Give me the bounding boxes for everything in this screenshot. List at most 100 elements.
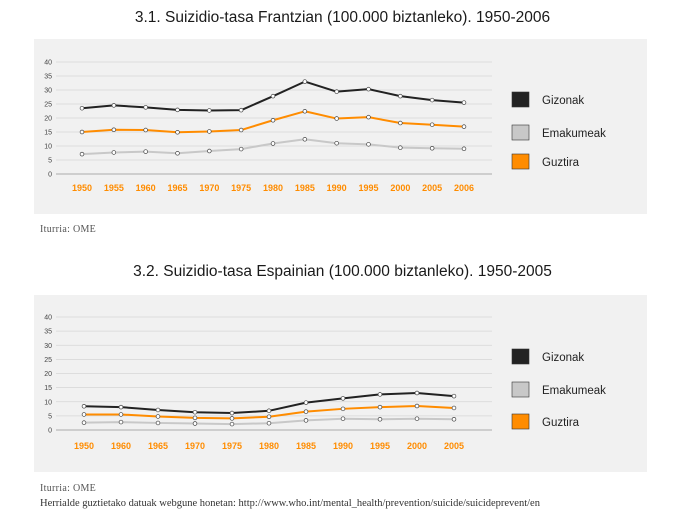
footer-note: Herrialde guztietako datuak webgune hone…: [40, 498, 540, 509]
chart-1-x-tick-label: 1980: [263, 183, 283, 193]
chart-1-series-emakumeak-point: [461, 146, 467, 152]
chart-1-series-guztira-point: [143, 127, 148, 133]
chart-2-x-tick-label: 1980: [259, 441, 279, 451]
chart-2-series-emakumeak-point: [155, 420, 161, 426]
chart-1-x-tick-label: 1965: [167, 183, 187, 193]
chart-1-series-guztira-point: [111, 127, 117, 133]
chart-1-x-tick-label: 1985: [295, 183, 315, 193]
chart-1-y-tick-label: 30: [44, 88, 52, 95]
chart-1-series-emakumeak-point: [111, 150, 117, 155]
chart-1-x-tick-label: 1970: [199, 183, 219, 193]
chart-1-source: Iturria: OME: [40, 224, 97, 235]
chart-1-series-guztira-point: [366, 114, 371, 120]
chart-2-series-guztira-point: [340, 406, 346, 412]
chart-2-series-guztira-point: [414, 403, 420, 409]
chart-2-x-tick-label: 1950: [74, 441, 94, 451]
chart-2-legend-swatch-emakumeak: [511, 381, 530, 398]
chart-1-series-gizonak-point: [238, 107, 244, 113]
chart-1-legend-label-guztira: Guztira: [542, 157, 580, 169]
chart-1-legend-label-emakumeak: Emakumeak: [542, 128, 606, 140]
chart-1-series-emakumeak-point: [79, 151, 85, 157]
chart-2-series-guztira-point: [229, 416, 235, 421]
chart-2-panel: 0 5 10 15 20 25 30 35 40 1950 1960 1965 1970 1975 1980…: [34, 295, 647, 472]
chart-1-series-emakumeak-point: [175, 151, 180, 156]
chart-1-series-emakumeak-point: [143, 149, 148, 154]
chart-1-x-tick-label: 1990: [327, 183, 347, 193]
chart-1-series-gizonak-point: [175, 107, 180, 113]
chart-2-x-tick-label: 1970: [185, 441, 205, 451]
chart-1-y-tick-label: 35: [44, 74, 52, 81]
chart-1-series-emakumeak-point: [207, 148, 212, 154]
chart-1-series-emakumeak-point: [398, 145, 403, 150]
chart-1-series-emakumeak-point: [429, 145, 435, 151]
chart-2-series-emakumeak-point: [229, 421, 235, 427]
chart-2-x-tick-label: 1975: [222, 441, 242, 451]
chart-1-x-tick-label: 2000: [390, 183, 410, 193]
chart-1-series-guztira-point: [270, 117, 276, 123]
chart-2-series-guztira-point: [451, 405, 457, 411]
chart-1-series-emakumeak-point: [334, 140, 339, 146]
chart-2-series-guztira-point: [81, 412, 87, 417]
chart-1-panel: 0 5 10 15 20 25 30 35 40 1950 1955 1960 1965 1970 1975…: [34, 39, 647, 214]
chart-1-series-guztira-point: [461, 124, 467, 129]
chart-2-x-tick-label: 1985: [296, 441, 316, 451]
chart-2-series-gizonak-point: [155, 407, 161, 413]
chart-2-series-emakumeak-point: [266, 420, 272, 426]
chart-2-y-tick-label: 25: [44, 357, 52, 364]
chart-1-series-gizonak-point: [302, 79, 308, 84]
chart-1-series-gizonak-point: [366, 86, 371, 92]
chart-2-y-tick-label: 30: [44, 343, 52, 350]
chart-2-series-emakumeak-point: [81, 420, 87, 425]
chart-1-series-gizonak-point: [79, 105, 85, 111]
chart-1-x-tick-label: 1955: [104, 183, 124, 193]
chart-2-series-emakumeak-point: [303, 418, 309, 423]
chart-2-series-gizonak-point: [266, 408, 272, 414]
chart-1-y-tick-label: 15: [44, 130, 52, 137]
chart-2-series-guztira-point: [303, 409, 309, 414]
chart-2-series-gizonak-point: [340, 396, 346, 401]
chart-2-source: Iturria: OME: [40, 483, 97, 494]
chart-1-series-gizonak-point: [398, 93, 403, 99]
chart-2-legend-swatch-guztira: [511, 413, 530, 430]
chart-1-series-gizonak-point: [429, 97, 435, 103]
chart-1-series-guztira-point: [334, 116, 339, 121]
chart-2-y-tick-label: 0: [48, 428, 52, 435]
chart-1-series-guztira-point: [79, 129, 85, 135]
chart-1-y-tick-label: 20: [44, 116, 52, 123]
chart-1-series-gizonak-point: [111, 103, 117, 108]
chart-1-x-tick-label: 1950: [72, 183, 92, 193]
chart-1-y-tick-label: 25: [44, 102, 52, 109]
chart-1-series-emakumeak-point: [238, 146, 244, 152]
chart-2-x-tick-label: 1965: [148, 441, 168, 451]
chart-2-x-tick-label: 2000: [407, 441, 427, 451]
chart-2-y-tick-label: 15: [44, 385, 52, 392]
chart-1-series-gizonak-point: [207, 108, 212, 113]
chart-1-series-emakumeak-point: [270, 141, 276, 146]
chart-1-series-guztira-point: [429, 122, 435, 127]
chart-2-series-gizonak-point: [192, 409, 198, 415]
chart-1-series-gizonak-point: [334, 89, 339, 94]
chart-1-series-gizonak-point: [143, 105, 148, 110]
chart-1-legend-label-gizonak: Gizonak: [542, 95, 584, 107]
chart-2-series-emakumeak-point: [340, 416, 346, 421]
chart-2-x-tick-label: 1995: [370, 441, 390, 451]
chart-2-series-gizonak-point: [303, 400, 309, 405]
chart-1-x-tick-label: 1960: [136, 183, 156, 193]
chart-1-legend-swatch-emakumeak: [511, 124, 530, 141]
chart-2-x-tick-label: 1960: [111, 441, 131, 451]
chart-1-x-tick-label: 1975: [231, 183, 251, 193]
chart-2-series-emakumeak-point: [192, 421, 198, 426]
chart-2-series-guztira-point: [155, 414, 161, 419]
chart-1-series-guztira-point: [175, 130, 180, 135]
chart-2-y-tick-label: 35: [44, 329, 52, 336]
chart-2-series-gizonak-point: [81, 404, 87, 409]
chart-2-y-tick-label: 40: [44, 315, 52, 322]
chart-1-plot: 0 5 10 15 20 25 30 35 40 1950 1955 1960 1965 1970 1975…: [44, 60, 606, 194]
chart-2-legend-label-emakumeak: Emakumeak: [542, 385, 606, 397]
chart-1-series-guztira-point: [207, 129, 212, 134]
chart-2-series-emakumeak-point: [414, 416, 420, 421]
chart-2-series-guztira-point: [192, 415, 198, 421]
chart-2-series-guztira-point: [118, 412, 124, 417]
chart-1-y-tick-label: 10: [44, 144, 52, 151]
chart-1-series-guztira-point: [238, 127, 244, 133]
